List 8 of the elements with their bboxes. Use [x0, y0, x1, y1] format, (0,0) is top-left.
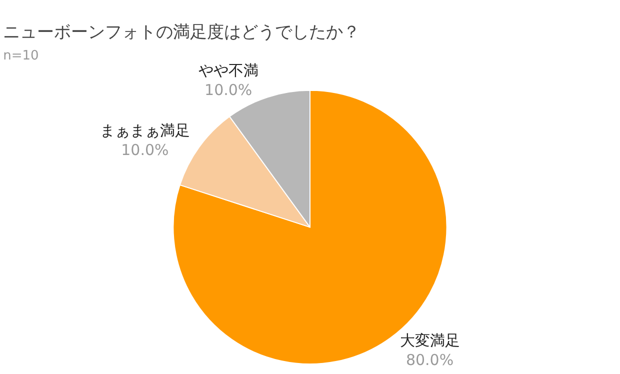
data-label: 10.0% — [204, 80, 252, 99]
data-label: 10.0% — [121, 141, 169, 160]
slice-label: 大変満足 — [400, 331, 460, 350]
chart-title: ニューボーンフォトの満足度はどうでしたか？ — [3, 22, 360, 42]
slice-label: やや不満 — [198, 61, 258, 80]
data-label: 80.0% — [406, 350, 454, 369]
slice-label: まぁまぁ満足 — [100, 122, 190, 140]
chart-subtitle: n=10 — [3, 48, 39, 64]
